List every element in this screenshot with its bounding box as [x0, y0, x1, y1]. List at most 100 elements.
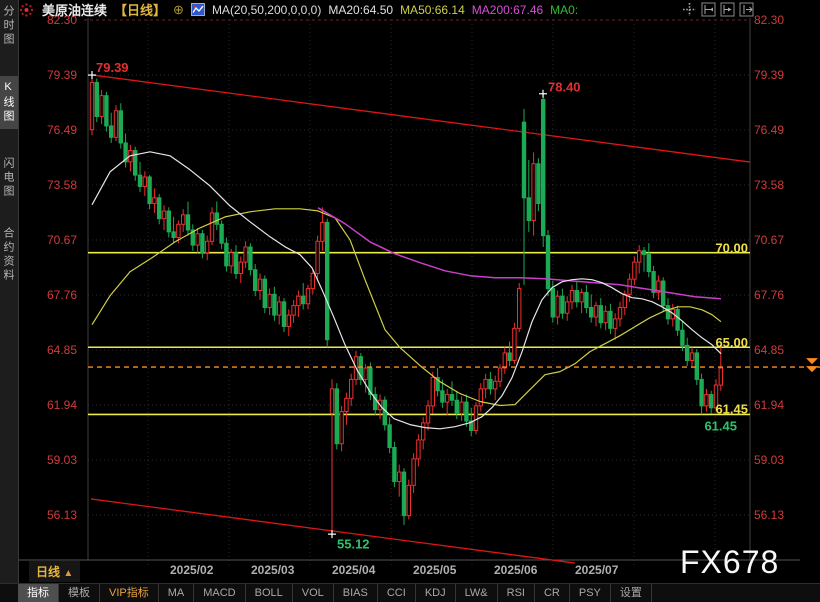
y-axis-label-left: 59.03: [47, 453, 77, 467]
candle-body: [584, 291, 589, 309]
indicator-tab-9[interactable]: CCI: [378, 584, 416, 602]
candle-body: [531, 163, 536, 222]
y-axis-label-left: 64.85: [47, 343, 77, 357]
ma200-line: [317, 207, 722, 300]
y-axis-label-left: 70.67: [47, 233, 77, 247]
candle-body: [277, 301, 282, 316]
candle-body: [613, 318, 618, 329]
candle-body: [637, 250, 642, 263]
candle-body: [200, 233, 205, 254]
candle-body: [550, 288, 555, 318]
candle-body: [171, 231, 176, 239]
candle-body: [483, 378, 488, 390]
x-axis-label: 2025/06: [494, 563, 538, 577]
candle-body: [181, 214, 186, 225]
ma20-value-label: MA20:64.50: [328, 2, 394, 17]
candle-body: [709, 394, 714, 409]
indicator-tab-3[interactable]: VIP指标: [100, 584, 159, 602]
indicator-tab-14[interactable]: PSY: [570, 584, 611, 602]
x-axis-label: 2025/07: [575, 563, 619, 577]
indicator-tab-10[interactable]: KDJ: [416, 584, 456, 602]
candle-body: [373, 394, 378, 411]
candle-body: [224, 242, 229, 267]
price-annotation: 61.45: [715, 402, 748, 417]
axis-scale-right-icon[interactable]: [720, 2, 735, 17]
mini-chart-icon[interactable]: [190, 3, 205, 16]
candle-body: [176, 223, 181, 239]
trendline: [90, 498, 576, 564]
instrument-title: 美原油连续: [42, 3, 108, 18]
candle-body: [248, 246, 253, 271]
axis-scale-left-icon[interactable]: [701, 2, 716, 17]
price-annotation: 70.00: [715, 241, 748, 256]
y-axis-label-left: 82.30: [47, 13, 77, 27]
candle-body: [517, 288, 522, 329]
fx678-watermark: FX678: [680, 544, 780, 580]
indicator-tab-13[interactable]: CR: [535, 584, 570, 602]
candle-body: [243, 246, 248, 263]
indicator-tab-6[interactable]: BOLL: [246, 584, 293, 602]
indicator-tab-4[interactable]: MA: [159, 584, 195, 602]
candle-body: [267, 293, 272, 309]
candle-body: [329, 388, 335, 414]
candle-body: [569, 289, 575, 303]
sidebar-tab-4[interactable]: 合约资料: [2, 227, 14, 283]
candle-body: [665, 305, 671, 320]
ma-settings-label[interactable]: MA(20,50,200,0,0,0): [211, 2, 322, 17]
candle-body: [449, 394, 455, 401]
candle-body: [416, 439, 421, 460]
indicator-tab-15[interactable]: 设置: [611, 584, 652, 602]
candle-body: [296, 295, 301, 307]
candle-body: [229, 252, 234, 267]
y-axis-label-right: 73.58: [754, 178, 784, 192]
sidebar-tab-1[interactable]: 分时图: [2, 5, 14, 47]
ma50-value-label: MA50:66.14: [400, 2, 465, 17]
ma0-value-label: MA0:: [550, 2, 579, 17]
candle-body: [291, 305, 296, 316]
period-tag: 【日线】: [114, 3, 167, 18]
indicator-tab-11[interactable]: LW&: [456, 584, 498, 602]
shift-right-icon[interactable]: [739, 2, 754, 17]
candle-body: [593, 305, 599, 318]
candle-body: [137, 174, 143, 187]
sidebar-tab-2[interactable]: K线图: [0, 76, 18, 129]
price-annotation: 78.40: [548, 80, 581, 95]
candle-body: [469, 420, 474, 431]
candle-body: [661, 280, 666, 307]
candle-body: [512, 327, 517, 361]
indicator-tab-12[interactable]: RSI: [498, 584, 535, 602]
pan-icon[interactable]: [682, 2, 697, 17]
period-selector-button[interactable]: 日线 ▲: [29, 561, 81, 582]
candle-body: [622, 293, 627, 309]
candle-body: [392, 447, 397, 483]
candle-body: [464, 401, 469, 422]
indicator-tab-5[interactable]: MACD: [194, 584, 246, 602]
candle-body: [99, 95, 104, 117]
candle-body: [493, 380, 498, 390]
chart-tool-icons: [682, 2, 754, 17]
candle-body: [113, 110, 119, 138]
candle-body: [459, 401, 464, 414]
candle-body: [157, 197, 162, 220]
chevron-up-icon: ▲: [63, 568, 74, 579]
indicator-tab-7[interactable]: VOL: [293, 584, 334, 602]
y-axis-label-right: 67.76: [754, 288, 784, 302]
candle-body: [195, 233, 200, 246]
sidebar-tab-3[interactable]: 闪电图: [2, 157, 14, 199]
price-handle-icon: [806, 358, 818, 365]
candle-body: [589, 307, 594, 318]
add-compare-icon[interactable]: ⊕: [173, 2, 184, 17]
candle-body: [219, 223, 224, 244]
indicator-tab-2[interactable]: 模板: [59, 584, 100, 602]
candle-body: [406, 484, 412, 517]
indicator-tab-1[interactable]: 指标: [18, 584, 59, 602]
candle-body: [368, 367, 373, 396]
candle-body: [104, 95, 109, 127]
candle-body: [713, 384, 719, 409]
indicator-tab-8[interactable]: BIAS: [334, 584, 378, 602]
candle-body: [233, 252, 239, 274]
candle-body: [344, 397, 349, 413]
candle-body: [257, 278, 263, 291]
